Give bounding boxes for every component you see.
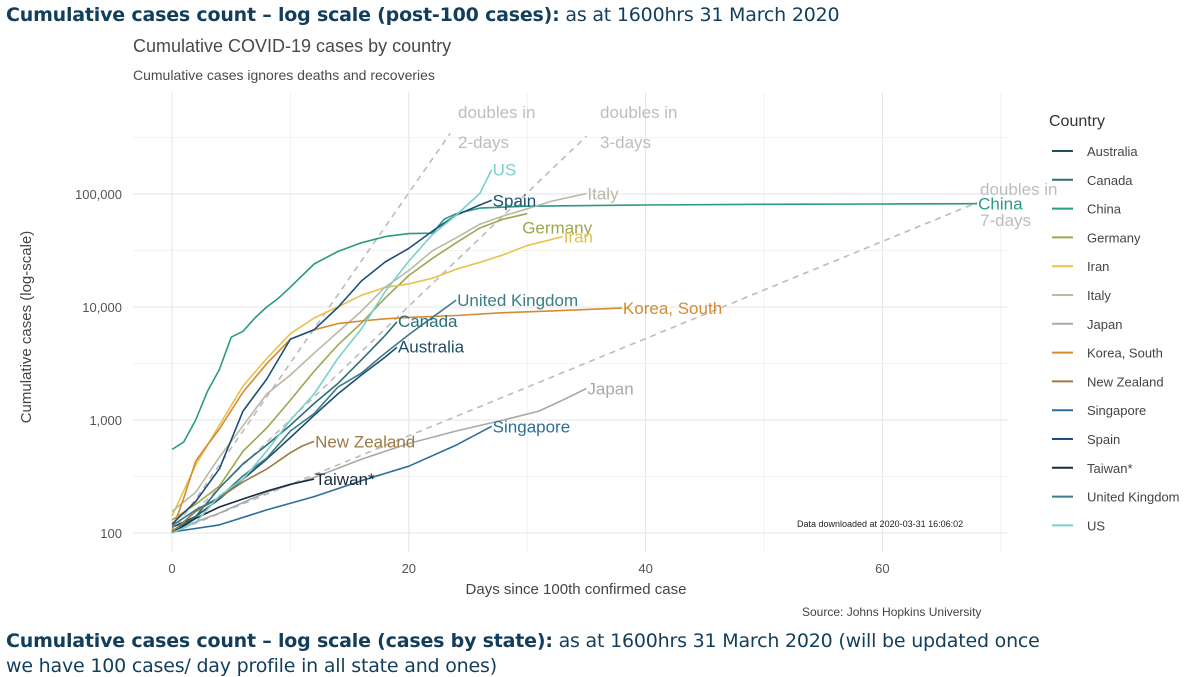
heading-bold-part: Cumulative cases count – log scale (post…	[6, 4, 560, 26]
legend-item-label: United Kingdom	[1087, 490, 1180, 505]
reference-line-3d	[171, 135, 587, 534]
reference-label: doubles in	[458, 103, 536, 122]
reference-line-2d	[171, 132, 451, 534]
reference-label: doubles in	[980, 180, 1058, 199]
y-tick-label: 10,000	[82, 300, 122, 315]
series-end-label: New Zealand	[315, 432, 415, 451]
series-end-label: US	[493, 161, 517, 180]
series-line-iran	[171, 235, 563, 517]
series-line-spain	[171, 199, 492, 525]
heading-date-part: as at 1600hrs 31 March 2020 (will be upd…	[552, 630, 1040, 652]
legend-item-label: Korea, South	[1087, 346, 1163, 361]
axes: 100 1,000 10,000 100,000 0 20 40 60 Days since 1…	[18, 187, 890, 598]
data-download-note: Data downloaded at 2020-03-31 16:06:02	[797, 519, 963, 529]
series-line-canada	[171, 321, 398, 533]
chart-source: Source: Johns Hopkins University	[802, 605, 981, 619]
reference-label: doubles in	[600, 103, 678, 122]
legend-item-label: US	[1087, 518, 1105, 533]
legend-item-label: Iran	[1087, 259, 1109, 274]
legend-item-label: Italy	[1087, 288, 1111, 303]
slide-heading-bottom-line2: we have 100 cases/ day profile in all st…	[6, 655, 497, 677]
series-end-label: United Kingdom	[457, 291, 578, 310]
heading-bold-part: Cumulative cases count – log scale (case…	[6, 630, 553, 652]
x-axis-title: Days since 100th confirmed case	[466, 581, 687, 598]
series-end-label: China	[978, 195, 1023, 214]
series-end-label: Singapore	[493, 417, 571, 436]
series-end-label: Italy	[587, 185, 619, 204]
series-end-label: Canada	[398, 312, 458, 331]
series-line-japan	[171, 387, 587, 532]
reference-lines: doubles in 2-days doubles in 3-days doubles …	[171, 103, 1058, 534]
reference-line-7d	[171, 201, 978, 534]
slide-heading-bottom: Cumulative cases count – log scale (case…	[6, 630, 1040, 652]
reference-label: 7-days	[980, 211, 1031, 230]
series-line-us	[171, 169, 493, 534]
legend-item-label: New Zealand	[1087, 374, 1164, 389]
grid	[133, 92, 1008, 552]
x-tick-label: 20	[402, 561, 416, 576]
series-line-germany	[171, 212, 528, 521]
legend-item-label: Singapore	[1087, 403, 1146, 418]
series-line-new-zealand	[171, 440, 315, 533]
reference-label: 3-days	[600, 133, 651, 152]
series-line-italy	[171, 192, 587, 513]
legend-item-label: Spain	[1087, 432, 1120, 447]
legend: Country Australia Canada China Germany Iran It…	[1049, 113, 1180, 533]
reference-label: 2-days	[458, 133, 509, 152]
series-end-label: Iran	[564, 228, 593, 247]
legend-item-label: Canada	[1087, 173, 1133, 188]
chart-title: Cumulative COVID-19 cases by country	[133, 36, 452, 56]
legend-item-label: Japan	[1087, 317, 1122, 332]
series-line-united-kingdom	[171, 299, 457, 527]
series-end-label: Germany	[522, 219, 592, 238]
x-tick-label: 40	[638, 561, 652, 576]
series-end-label: Spain	[493, 191, 536, 210]
legend-item-label: Germany	[1087, 230, 1141, 245]
series-end-label: Australia	[398, 337, 465, 356]
chart-subtitle: Cumulative cases ignores deaths and reco…	[133, 67, 435, 83]
y-tick-label: 1,000	[89, 413, 122, 428]
x-tick-label: 0	[168, 561, 175, 576]
legend-item-label: China	[1087, 202, 1122, 217]
legend-item-label: Australia	[1087, 144, 1138, 159]
series-end-label: Japan	[587, 380, 633, 399]
legend-title: Country	[1049, 113, 1105, 130]
series-end-label: Korea, South	[623, 299, 722, 318]
series-line-singapore	[171, 425, 493, 533]
y-tick-label: 100,000	[75, 187, 122, 202]
y-tick-label: 100	[100, 526, 122, 541]
heading-date-part: as at 1600hrs 31 March 2020	[559, 4, 840, 26]
series-lines	[171, 169, 978, 534]
slide-heading-top: Cumulative cases count – log scale (post…	[6, 4, 840, 26]
series-line-china	[171, 202, 978, 451]
y-axis-title: Cumulative cases (log-scale)	[18, 231, 35, 424]
series-line-taiwan-	[171, 478, 315, 534]
legend-item-label: Taiwan*	[1087, 461, 1133, 476]
x-tick-label: 60	[875, 561, 889, 576]
series-end-label: Taiwan*	[315, 470, 375, 489]
